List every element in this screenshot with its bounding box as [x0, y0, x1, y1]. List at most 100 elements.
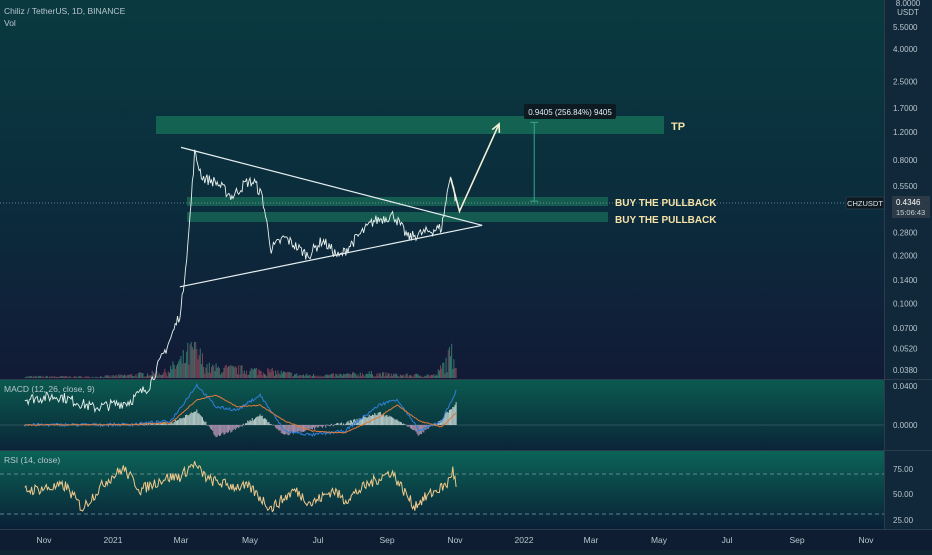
- volume-bar: [300, 375, 301, 378]
- volume-bar: [81, 376, 82, 378]
- volume-bar: [207, 364, 208, 378]
- volume-bar: [97, 377, 98, 378]
- volume-bar: [419, 376, 420, 378]
- macd-histogram-bar: [167, 424, 168, 425]
- volume-bar: [291, 373, 292, 378]
- macd-pane[interactable]: [0, 380, 884, 450]
- macd-histogram-bar: [159, 424, 160, 425]
- volume-bar: [74, 376, 75, 378]
- macd-histogram-bar: [390, 416, 391, 425]
- volume-bar: [94, 377, 95, 378]
- volume-bar: [372, 374, 373, 378]
- volume-bar: [323, 377, 324, 378]
- macd-histogram-bar: [394, 419, 395, 425]
- volume-bar: [274, 376, 275, 378]
- rsi-tick: 50.00: [893, 490, 914, 499]
- volume-bar: [243, 373, 244, 378]
- rsi-label[interactable]: RSI (14, close): [4, 455, 60, 465]
- macd-histogram-bar: [412, 425, 413, 430]
- macd-histogram-bar: [217, 425, 218, 437]
- volume-bar: [39, 376, 40, 378]
- macd-histogram-bar: [234, 425, 235, 429]
- volume-bar: [262, 375, 263, 378]
- volume-bar: [71, 377, 72, 378]
- volume-bar: [316, 377, 317, 378]
- volume-bar: [343, 374, 344, 378]
- macd-histogram-bar: [380, 412, 381, 425]
- volume-bar: [412, 377, 413, 378]
- volume-bar: [223, 368, 224, 378]
- volume-bar: [84, 377, 85, 378]
- volume-bar: [125, 376, 126, 378]
- price-tick: 0.0380: [893, 366, 918, 375]
- macd-histogram-bar: [331, 424, 332, 425]
- volume-bar: [188, 364, 189, 378]
- macd-histogram-bar: [195, 411, 196, 425]
- volume-bar: [45, 377, 46, 378]
- volume-bar: [369, 371, 370, 378]
- volume-bar: [209, 363, 210, 378]
- macd-histogram-bar: [404, 424, 405, 425]
- macd-histogram-bar: [193, 412, 194, 425]
- volume-bar: [373, 376, 374, 378]
- volume-bar: [106, 375, 107, 378]
- macd-histogram-bar: [210, 425, 211, 429]
- macd-label[interactable]: MACD (12, 26, close, 9): [4, 384, 95, 394]
- macd-histogram-bar: [186, 415, 187, 425]
- volume-bar: [325, 375, 326, 378]
- rsi-pane[interactable]: [0, 451, 884, 529]
- pullback-label-2[interactable]: BUY THE PULLBACK: [615, 215, 717, 226]
- volume-bar: [122, 375, 123, 378]
- macd-histogram-bar: [340, 423, 341, 425]
- macd-histogram-bar: [379, 412, 380, 425]
- volume-bar: [272, 368, 273, 378]
- volume-bar: [63, 376, 64, 378]
- macd-histogram-bar: [199, 414, 200, 425]
- macd-histogram-bar: [286, 425, 287, 434]
- macd-histogram-bar: [205, 422, 206, 425]
- tp-label[interactable]: TP: [671, 121, 685, 133]
- volume-bar: [231, 366, 232, 378]
- macd-histogram-bar: [289, 425, 290, 435]
- macd-histogram-bar: [413, 425, 414, 430]
- volume-bar: [65, 376, 66, 378]
- volume-bar: [398, 376, 399, 378]
- volume-bar: [338, 376, 339, 378]
- volume-bar: [331, 374, 332, 378]
- volume-bar: [99, 377, 100, 378]
- time-label: 2022: [515, 535, 534, 545]
- volume-bar: [356, 376, 357, 378]
- volume-bar: [430, 375, 431, 378]
- volume-bar: [302, 375, 303, 378]
- volume-bar: [312, 376, 313, 378]
- volume-bar: [237, 374, 238, 378]
- volume-bar: [277, 370, 278, 378]
- macd-histogram-bar: [346, 422, 347, 425]
- pullback-label-1[interactable]: BUY THE PULLBACK: [615, 198, 717, 209]
- volume-bar: [137, 377, 138, 378]
- pullback-zone-1[interactable]: [187, 197, 608, 206]
- symbol-title[interactable]: Chiliz / TetherUS, 1D, BINANCE: [4, 6, 126, 16]
- volume-bar: [350, 374, 351, 378]
- volume-bar: [102, 377, 103, 378]
- volume-bar: [98, 377, 99, 378]
- macd-histogram-bar: [410, 425, 411, 428]
- macd-histogram-bar: [449, 410, 450, 425]
- volume-bar: [248, 375, 249, 378]
- macd-histogram-bar: [376, 415, 377, 425]
- volume-bar: [354, 373, 355, 378]
- macd-histogram-bar: [197, 413, 198, 425]
- macd-histogram-bar: [402, 424, 403, 425]
- volume-bar: [88, 376, 89, 378]
- volume-bar: [251, 368, 252, 378]
- macd-histogram-bar: [233, 425, 234, 430]
- volume-bar: [25, 377, 26, 378]
- volume-bar: [48, 377, 49, 378]
- volume-label[interactable]: Vol: [4, 18, 16, 28]
- macd-histogram-bar: [169, 424, 170, 425]
- volume-bar: [126, 376, 127, 378]
- macd-histogram-bar: [172, 423, 173, 425]
- main-pane[interactable]: [0, 0, 884, 379]
- volume-bar: [314, 376, 315, 378]
